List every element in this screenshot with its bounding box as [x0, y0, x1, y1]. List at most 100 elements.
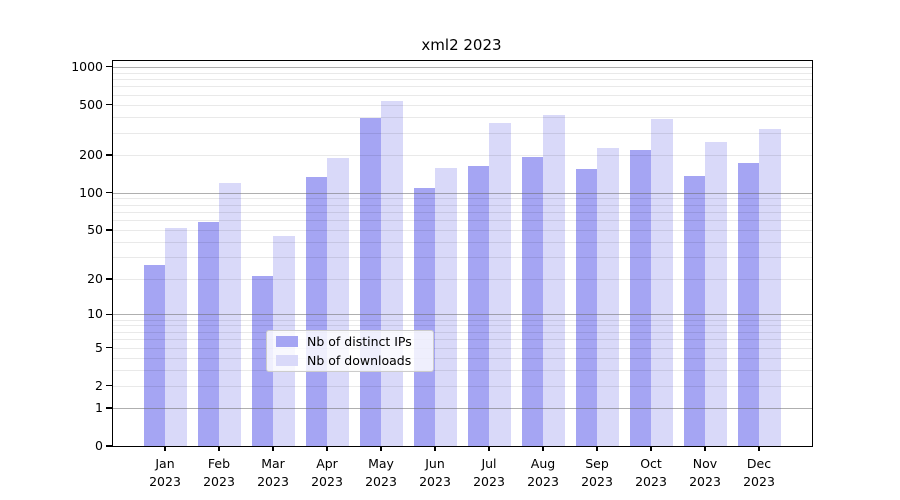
x-tick-label-jun: Jun 2023	[419, 456, 451, 489]
minor-gridline-500	[113, 104, 812, 106]
y-tick-100	[106, 191, 112, 194]
legend: Nb of distinct IPs Nb of downloads	[266, 330, 434, 372]
bar-aug-distinct-ips	[521, 157, 543, 446]
chart-title: xml2 2023	[421, 36, 502, 54]
y-tick-0	[106, 445, 112, 447]
y-tick-label-0: 0	[95, 438, 103, 453]
minor-gridline-6	[113, 339, 812, 341]
y-tick-label-100: 100	[79, 184, 103, 200]
bar-jan-downloads	[165, 228, 187, 446]
bar-nov-distinct-ips	[683, 175, 705, 446]
x-tick-mar	[272, 446, 274, 451]
y-tick-200	[106, 154, 112, 156]
bar-mar-distinct-ips	[251, 276, 273, 446]
x-tick-label-aug: Aug 2023	[527, 456, 559, 489]
minor-gridline-5	[113, 347, 812, 349]
minor-gridline-2	[113, 385, 812, 387]
major-gridline-100	[113, 192, 812, 194]
legend-label-distinct-ips: Nb of distinct IPs	[307, 334, 412, 349]
bar-jan-distinct-ips	[143, 265, 165, 446]
minor-gridline-40	[113, 242, 812, 244]
bar-oct-distinct-ips	[629, 149, 651, 446]
legend-entry-distinct-ips: Nb of distinct IPs	[276, 333, 424, 350]
bar-sep-downloads	[597, 148, 619, 446]
x-tick-label-feb: Feb 2023	[203, 456, 235, 489]
y-tick-50	[106, 229, 112, 231]
minor-gridline-4	[113, 357, 812, 359]
y-tick-5	[106, 346, 112, 349]
bar-feb-distinct-ips	[197, 222, 219, 446]
y-tick-10	[106, 313, 112, 316]
minor-gridline-20	[113, 278, 812, 280]
x-tick-label-dec: Dec 2023	[743, 456, 775, 489]
bar-jun-distinct-ips	[413, 187, 435, 446]
bar-jul-distinct-ips	[467, 166, 489, 446]
minor-gridline-700	[113, 86, 812, 88]
y-tick-label-50: 50	[87, 222, 103, 238]
y-tick-1	[106, 407, 112, 409]
x-tick-apr	[326, 446, 328, 451]
x-tick-label-jul: Jul 2023	[473, 456, 505, 489]
y-tick-label-20: 20	[87, 270, 103, 286]
x-tick-label-may: May 2023	[365, 456, 397, 489]
x-tick-label-oct: Oct 2023	[635, 456, 667, 489]
x-tick-label-sep: Sep 2023	[581, 456, 613, 489]
bar-nov-downloads	[705, 142, 727, 446]
minor-gridline-90	[113, 198, 812, 200]
bar-sep-distinct-ips	[575, 168, 597, 446]
x-tick-sep	[596, 446, 598, 451]
y-tick-2	[106, 384, 112, 387]
y-tick-label-200: 200	[79, 146, 103, 162]
x-tick-jan	[164, 446, 166, 451]
bar-jun-downloads	[435, 167, 457, 446]
legend-label-downloads: Nb of downloads	[307, 353, 412, 368]
minor-gridline-600	[113, 94, 812, 96]
minor-gridline-70	[113, 212, 812, 213]
y-tick-label-2: 2	[95, 377, 103, 393]
bar-apr-distinct-ips	[305, 177, 327, 446]
major-gridline-1	[113, 407, 812, 409]
bar-may-downloads	[381, 101, 403, 446]
bar-may-distinct-ips	[359, 117, 381, 446]
minor-gridline-50	[113, 230, 812, 232]
x-tick-oct	[650, 446, 652, 451]
minor-gridline-7	[113, 331, 812, 333]
x-tick-nov	[704, 446, 706, 451]
major-gridline-1000	[113, 66, 812, 68]
minor-gridline-30	[113, 257, 812, 259]
y-tick-1000	[106, 66, 112, 68]
x-tick-jun	[434, 446, 436, 451]
y-tick-label-1000: 1000	[71, 58, 103, 74]
y-tick-500	[106, 104, 112, 106]
bar-jul-downloads	[489, 123, 511, 446]
minor-gridline-80	[113, 204, 812, 206]
legend-entry-downloads: Nb of downloads	[276, 352, 424, 369]
x-tick-label-mar: Mar 2023	[257, 456, 289, 489]
y-tick-label-500: 500	[79, 96, 103, 112]
major-gridline-10	[113, 314, 812, 316]
bar-dec-distinct-ips	[737, 162, 759, 446]
bar-oct-downloads	[651, 119, 673, 446]
minor-gridline-300	[113, 132, 812, 134]
minor-gridline-900	[113, 72, 812, 74]
minor-gridline-400	[113, 116, 812, 118]
legend-swatch-distinct-ips	[276, 336, 298, 347]
bar-aug-downloads	[543, 114, 565, 446]
x-tick-jul	[488, 446, 490, 451]
x-tick-label-jan: Jan 2023	[149, 456, 181, 489]
x-tick-may	[380, 446, 382, 451]
bar-apr-downloads	[327, 158, 349, 446]
x-tick-feb	[218, 446, 220, 451]
plot-area: 0 1 2 5 10 20 50 100 200 500 1000 Jan 2023 Feb 2023 Mar…	[71, 59, 813, 489]
minor-gridline-800	[113, 78, 812, 80]
y-tick-label-1: 1	[95, 399, 103, 415]
x-tick-label-apr: Apr 2023	[311, 456, 343, 489]
x-tick-label-nov: Nov 2023	[689, 456, 721, 489]
y-tick-20	[106, 278, 112, 280]
x-tick-aug	[542, 446, 544, 451]
minor-gridline-3	[113, 369, 812, 371]
y-tick-label-10: 10	[87, 306, 103, 322]
minor-gridline-8	[113, 325, 812, 327]
legend-swatch-downloads	[276, 355, 298, 366]
